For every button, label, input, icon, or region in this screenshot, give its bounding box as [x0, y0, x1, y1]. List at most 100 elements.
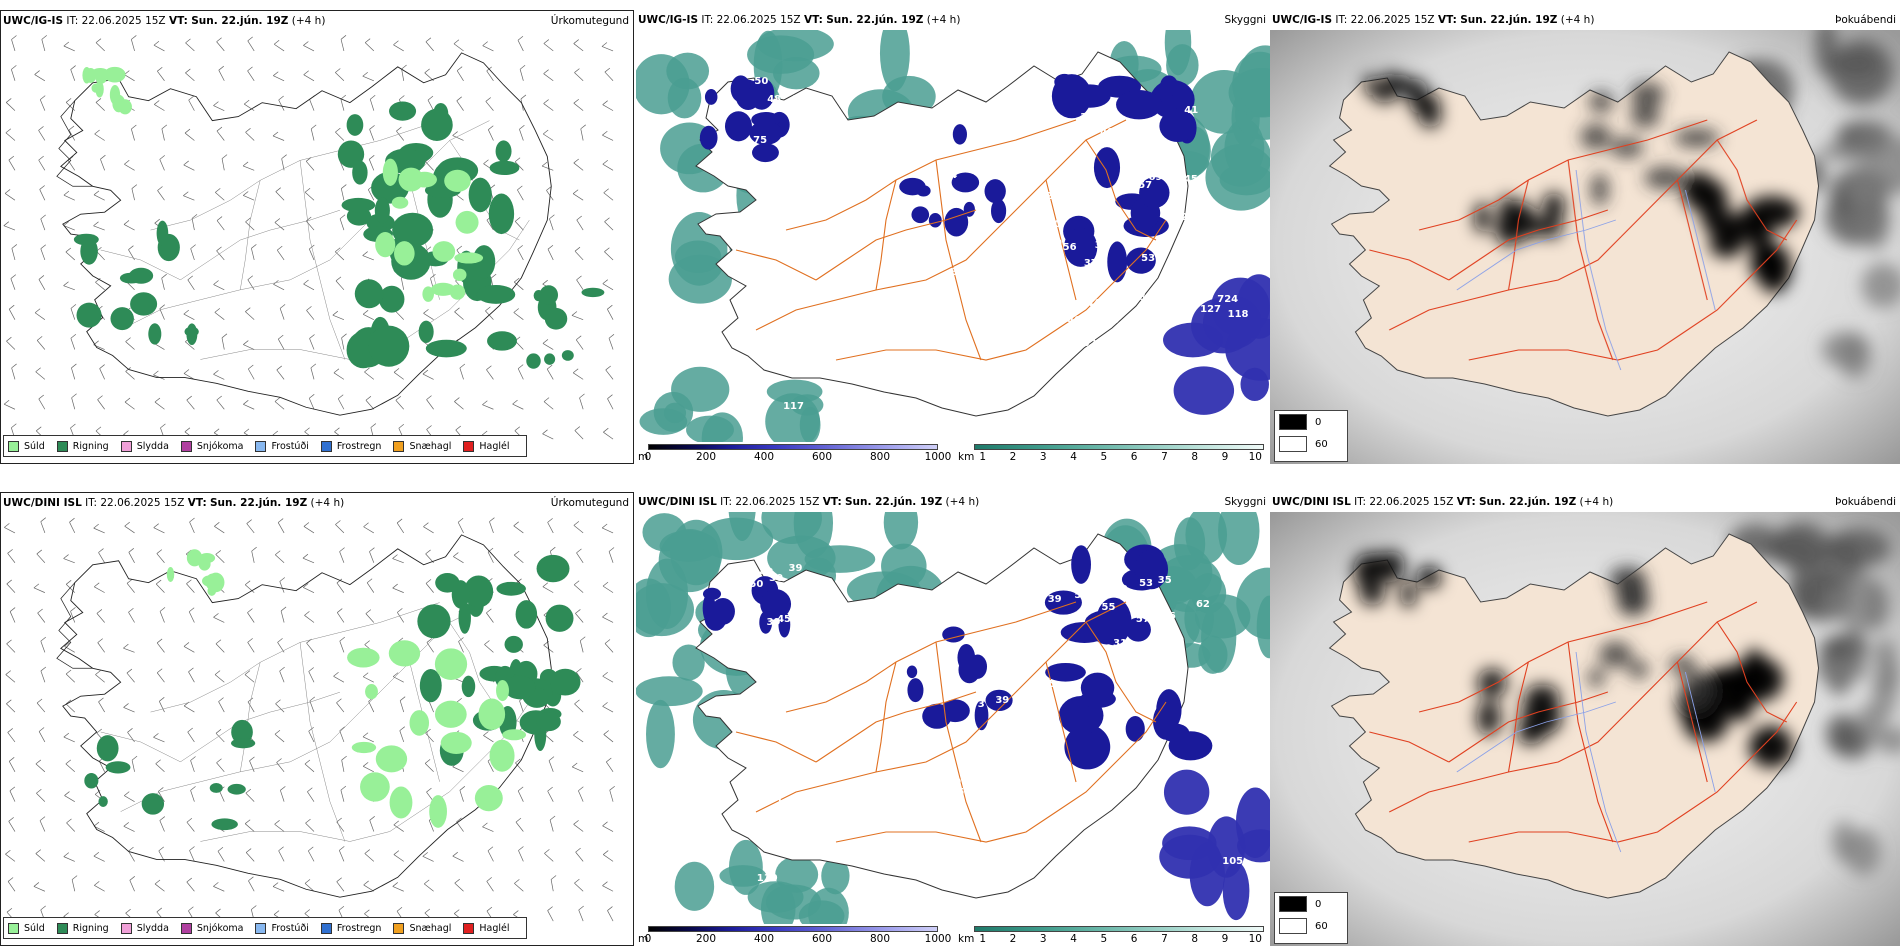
drizzle-area — [409, 710, 430, 736]
cloud-base-label: 55 — [1101, 601, 1116, 613]
wind-barb — [39, 189, 46, 201]
legend-label: Snjókoma — [196, 922, 244, 934]
wind-barb-flag — [303, 522, 310, 527]
legend-item: Frostregn — [320, 440, 381, 452]
drizzle-area — [375, 745, 408, 773]
wind-barb — [214, 674, 225, 683]
wind-barb-flag — [185, 68, 191, 74]
wind-barb — [94, 885, 105, 892]
rain-area — [227, 783, 246, 795]
wind-barb-flag — [426, 638, 433, 643]
wind-barb — [188, 671, 195, 683]
wind-barb-flag — [339, 547, 345, 552]
it-label: IT: — [720, 496, 733, 508]
wind-barb-flag — [93, 821, 100, 827]
wind-barb — [36, 793, 46, 802]
wind-barb-flag — [517, 35, 524, 41]
wind-barb — [573, 525, 584, 534]
wind-barb — [129, 880, 135, 892]
wind-barb-flag — [249, 756, 255, 762]
cloud-base-label: 38 — [1094, 239, 1109, 251]
wind-barb-flag — [215, 639, 222, 645]
wind-barb-flag — [512, 399, 518, 405]
wind-barb — [452, 135, 464, 141]
wind-barb-flag — [422, 852, 428, 857]
wind-barb — [274, 401, 285, 410]
wind-barb-flag — [273, 280, 279, 285]
model-name: UWC/DINI ISL — [3, 497, 82, 509]
wind-barb-flag — [455, 425, 461, 431]
legend-label: Slydda — [136, 440, 169, 452]
wind-barb-flag — [337, 608, 343, 613]
wind-barb — [5, 674, 16, 683]
wind-barb — [11, 248, 16, 261]
wind-barb — [188, 99, 195, 111]
sea-low-cloud — [1211, 277, 1270, 337]
wind-barb — [183, 705, 195, 713]
low-visibility-area — [663, 402, 687, 424]
wind-barb-flag — [247, 36, 253, 42]
wind-barb — [213, 886, 225, 892]
cloud-base-label: 39 — [995, 695, 1010, 707]
wind-barb — [63, 736, 75, 743]
rain-area — [231, 719, 253, 745]
wind-barb-flag — [278, 846, 284, 852]
wind-barb — [215, 192, 225, 201]
road-line — [735, 731, 817, 763]
wind-barb — [456, 100, 464, 111]
low-visibility-area — [765, 884, 822, 920]
panel-header: UWC/DINI ISL IT: 22.06.2025 15Z VT: Sun.… — [636, 492, 1270, 512]
wind-barb — [188, 611, 195, 623]
cloud-base-label: 249 — [781, 835, 802, 847]
colorbar-gradient — [648, 444, 938, 450]
wind-barb — [242, 165, 255, 171]
cloud-base-label: 110 — [756, 873, 778, 885]
legend-item: Frostúði — [255, 440, 309, 452]
wind-barb — [216, 762, 225, 773]
cloud-base-label: 136 — [746, 375, 768, 387]
wind-barb-flag — [38, 727, 45, 732]
wind-barb — [392, 558, 404, 564]
rain-area — [544, 353, 556, 365]
road-line — [1468, 701, 1798, 843]
wind-barb — [340, 98, 345, 111]
wind-barb-flag — [213, 101, 219, 106]
wind-barb — [456, 70, 464, 81]
legend-label: Snæhagl — [409, 922, 452, 934]
wind-barb-flag — [95, 38, 102, 43]
wind-barb-flag — [124, 159, 130, 165]
wind-barb-flag — [272, 882, 279, 887]
wind-barb-flag — [280, 786, 286, 791]
wind-barb-flag — [549, 815, 556, 821]
wind-barb — [425, 41, 434, 52]
cloud-base-label: 42 — [1082, 337, 1097, 349]
wind-barb-flag — [602, 671, 608, 677]
low-visibility-area — [773, 56, 820, 90]
wind-barb — [213, 374, 225, 380]
wind-barb-flag — [573, 730, 579, 736]
wind-barb-flag — [159, 816, 166, 821]
low-visibility-area — [1228, 68, 1270, 118]
colorbar-tick: 2 — [1009, 451, 1017, 463]
wind-barb — [307, 791, 315, 802]
wind-barb — [518, 850, 524, 862]
road-line — [1676, 179, 1708, 301]
wind-barb — [38, 731, 46, 743]
wind-barb-flag — [70, 423, 76, 429]
wind-barb — [486, 219, 494, 231]
wind-barb-flag — [98, 548, 104, 553]
wind-barb — [602, 675, 614, 683]
cloud-base-label: 30 — [1080, 111, 1094, 123]
colorbar-tick: 7 — [1161, 933, 1168, 945]
wind-barb — [304, 615, 315, 623]
wind-barb — [362, 736, 374, 743]
wind-barb-flag — [543, 39, 550, 44]
wind-barb — [547, 790, 554, 802]
colorbar-tick: 2 — [1009, 933, 1017, 945]
wind-barb — [303, 74, 315, 82]
road-line — [815, 691, 977, 763]
legend-label: Frostúði — [271, 922, 309, 934]
cloud-base-label: 39 — [1032, 631, 1047, 643]
wind-barb — [98, 760, 105, 772]
wind-barb-flag — [578, 786, 584, 791]
